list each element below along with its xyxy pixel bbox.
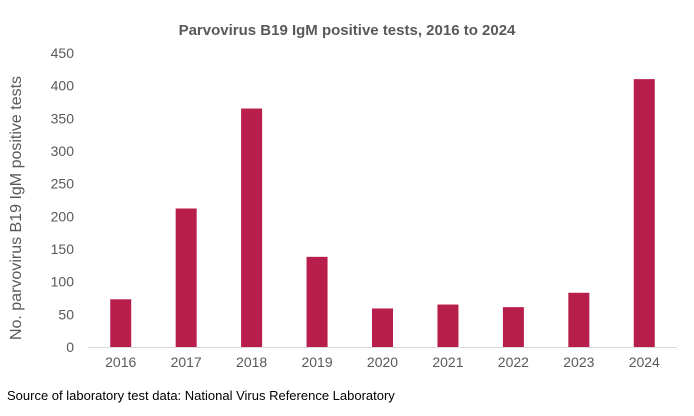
x-tick-label: 2023 (563, 354, 594, 370)
bar-2018 (241, 108, 263, 348)
bar-2017 (175, 208, 197, 347)
y-axis-title: No. parvovirus B19 IgM positive tests (8, 76, 25, 340)
bar-2019 (306, 256, 328, 347)
x-tick-label: 2019 (301, 354, 332, 370)
y-tick-label: 100 (51, 274, 75, 290)
bar-2022 (502, 307, 524, 347)
x-tick-label: 2020 (367, 354, 398, 370)
bar-2021 (437, 304, 459, 347)
bar-2016 (110, 299, 132, 347)
x-tick-label: 2017 (171, 354, 202, 370)
chart-title: Parvovirus B19 IgM positive tests, 2016 … (178, 22, 516, 39)
y-tick-label: 250 (51, 176, 75, 192)
x-tick-label: 2016 (105, 354, 136, 370)
source-note: Source of laboratory test data: National… (7, 388, 395, 403)
y-tick-label: 150 (51, 241, 75, 257)
y-tick-label: 450 (51, 45, 75, 61)
y-tick-label: 50 (58, 306, 74, 322)
x-tick-label: 2022 (498, 354, 529, 370)
y-tick-label: 400 (51, 78, 75, 94)
y-tick-label: 350 (51, 110, 75, 126)
x-tick-label: 2021 (432, 354, 463, 370)
y-tick-label: 200 (51, 208, 75, 224)
x-tick-label: 2018 (236, 354, 267, 370)
bar-2024 (633, 79, 655, 347)
x-tick-label: 2024 (629, 354, 660, 370)
y-tick-label: 0 (66, 339, 74, 355)
y-tick-label: 300 (51, 143, 75, 159)
bar-2020 (372, 308, 393, 347)
bar-2023 (568, 292, 590, 347)
